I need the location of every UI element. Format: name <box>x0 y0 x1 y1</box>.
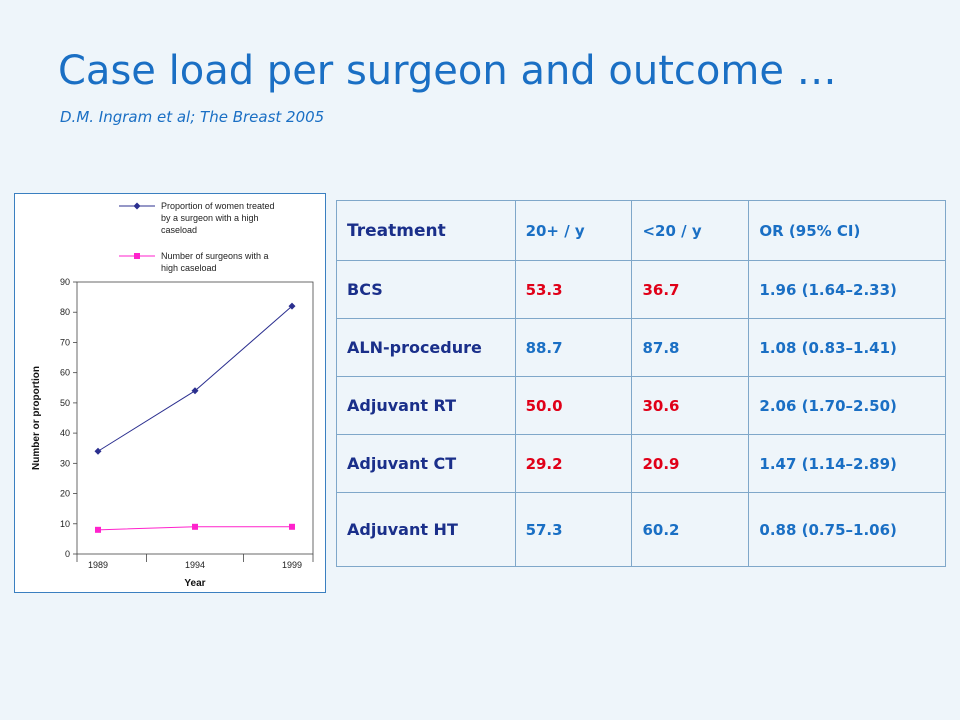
odds-ratio-cell: 1.96 (1.64–2.33) <box>748 260 946 319</box>
low-caseload-cell: 87.8 <box>631 318 750 377</box>
legend-label: Proportion of women treated <box>161 201 275 211</box>
low-caseload-cell: 30.6 <box>631 376 750 435</box>
x-tick-label: 1989 <box>88 560 108 570</box>
y-tick-label: 30 <box>60 458 70 468</box>
data-point <box>94 447 102 455</box>
treatment-cell: ALN-procedure <box>336 318 516 377</box>
high-caseload-cell: 53.3 <box>514 260 633 319</box>
odds-ratio-cell: 1.08 (0.83–1.41) <box>748 318 946 377</box>
legend-label: Number of surgeons with a <box>161 251 269 261</box>
low-caseload-cell: 36.7 <box>631 260 750 319</box>
table-header-cell: Treatment <box>336 200 516 261</box>
table-header-row: Treatment 20+ / y <20 / y OR (95% CI) <box>336 200 946 261</box>
legend-label: by a surgeon with a high <box>161 213 259 223</box>
treatment-cell: Adjuvant RT <box>336 376 516 435</box>
table-row: Adjuvant RT 50.0 30.6 2.06 (1.70–2.50) <box>336 376 946 435</box>
y-tick-label: 50 <box>60 398 70 408</box>
slide-citation: D.M. Ingram et al; The Breast 2005 <box>60 108 325 126</box>
y-tick-label: 40 <box>60 428 70 438</box>
low-caseload-cell: 60.2 <box>631 492 750 567</box>
legend-label: high caseload <box>161 263 217 273</box>
table-header-cell: <20 / y <box>631 200 750 261</box>
line-chart-panel: 0 10 20 30 40 50 60 70 80 90 1989 1994 1999 Year Numbe… <box>14 193 326 593</box>
line-chart: 0 10 20 30 40 50 60 70 80 90 1989 1994 1999 Year Numbe… <box>31 201 314 589</box>
slide-title: Case load per surgeon and outcome … <box>58 48 837 94</box>
high-caseload-cell: 88.7 <box>514 318 633 377</box>
odds-ratio-cell: 1.47 (1.14–2.89) <box>748 434 946 493</box>
data-point <box>288 302 296 310</box>
y-tick-label: 0 <box>65 549 70 559</box>
low-caseload-cell: 20.9 <box>631 434 750 493</box>
legend-marker <box>134 253 140 259</box>
plot-frame <box>76 281 314 555</box>
treatment-cell: BCS <box>336 260 516 319</box>
data-point <box>95 526 101 533</box>
odds-ratio-cell: 0.88 (0.75–1.06) <box>748 492 946 567</box>
legend-marker <box>133 202 141 210</box>
x-tick-label: 1999 <box>282 560 302 570</box>
high-caseload-cell: 50.0 <box>514 376 633 435</box>
x-tick-label: 1994 <box>185 560 205 570</box>
table-row: ALN-procedure 88.7 87.8 1.08 (0.83–1.41) <box>336 318 946 377</box>
y-tick-label: 60 <box>60 368 70 378</box>
high-caseload-cell: 29.2 <box>514 434 633 493</box>
table-header-cell: 20+ / y <box>514 200 633 261</box>
x-axis-label: Year <box>184 578 205 589</box>
high-caseload-cell: 57.3 <box>514 492 633 567</box>
y-tick-label: 70 <box>60 337 70 347</box>
legend-label: caseload <box>161 225 197 235</box>
table-row: BCS 53.3 36.7 1.96 (1.64–2.33) <box>336 260 946 319</box>
y-tick-label: 10 <box>60 519 70 529</box>
table-row: Adjuvant HT 57.3 60.2 0.88 (0.75–1.06) <box>336 492 946 567</box>
y-tick-label: 20 <box>60 489 70 499</box>
y-tick-label: 80 <box>60 307 70 317</box>
odds-ratio-cell: 2.06 (1.70–2.50) <box>748 376 946 435</box>
table-header-cell: OR (95% CI) <box>748 200 946 261</box>
y-axis-label: Number or proportion <box>31 366 42 470</box>
y-tick-label: 90 <box>60 277 70 287</box>
data-point <box>191 387 199 395</box>
outcome-table: Treatment 20+ / y <20 / y OR (95% CI) BCS 53.… <box>336 200 946 567</box>
treatment-cell: Adjuvant CT <box>336 434 516 493</box>
table-row: Adjuvant CT 29.2 20.9 1.47 (1.14–2.89) <box>336 434 946 493</box>
series-line <box>97 305 293 452</box>
data-point <box>192 523 198 530</box>
data-point <box>289 523 295 530</box>
treatment-cell: Adjuvant HT <box>336 492 516 567</box>
